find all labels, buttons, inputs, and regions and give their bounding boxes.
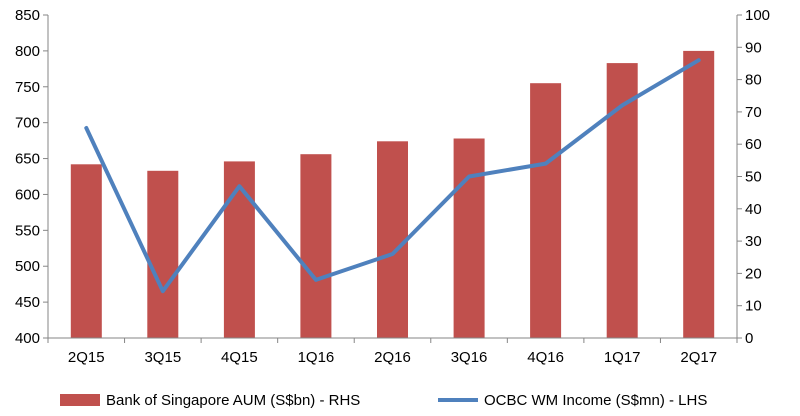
left-tick-label: 650 xyxy=(15,151,40,168)
bar-4Q15 xyxy=(223,161,255,338)
right-tick-label: 70 xyxy=(745,104,762,121)
x-tick-label: 4Q15 xyxy=(221,349,258,366)
bar-3Q15 xyxy=(147,170,179,338)
x-tick-label: 3Q16 xyxy=(451,349,488,366)
legend-bar-swatch xyxy=(60,394,100,406)
left-tick-label: 600 xyxy=(15,186,40,203)
legend-bar-label: Bank of Singapore AUM (S$bn) - RHS xyxy=(106,392,360,409)
right-tick-label: 50 xyxy=(745,169,762,186)
bar-series xyxy=(70,50,715,339)
right-tick-label: 100 xyxy=(745,7,770,24)
left-tick-label: 500 xyxy=(15,258,40,275)
line-ocbc-wm-income xyxy=(84,58,701,294)
right-tick-label: 80 xyxy=(745,72,762,89)
bar-2Q15 xyxy=(70,164,102,338)
x-tick-label: 2Q15 xyxy=(68,349,105,366)
x-tick-label: 1Q16 xyxy=(298,349,335,366)
right-tick-label: 0 xyxy=(745,330,753,347)
bar-3Q16 xyxy=(453,138,485,338)
x-tick-label: 1Q17 xyxy=(604,349,641,366)
bar-4Q16 xyxy=(530,83,562,338)
bar-2Q17 xyxy=(683,50,715,339)
right-tick-label: 60 xyxy=(745,136,762,153)
right-tick-label: 20 xyxy=(745,265,762,282)
right-tick-label: 40 xyxy=(745,201,762,218)
x-tick-label: 3Q15 xyxy=(144,349,181,366)
right-tick-label: 10 xyxy=(745,298,762,315)
legend-line-label: OCBC WM Income (S$mn) - LHS xyxy=(484,392,707,409)
bar-2Q16 xyxy=(377,141,408,338)
legend: Bank of Singapore AUM (S$bn) - RHS OCBC W… xyxy=(60,392,707,409)
axes: 400 450 500 550 600 650 700 750 800 850 0 10 20 30 40 5… xyxy=(15,7,770,366)
left-tick-label: 850 xyxy=(15,7,40,24)
left-tick-label: 700 xyxy=(15,115,40,132)
left-tick-label: 400 xyxy=(15,330,40,347)
right-tick-label: 30 xyxy=(745,233,762,250)
left-tick-label: 800 xyxy=(15,43,40,60)
left-tick-label: 450 xyxy=(15,294,40,311)
left-tick-label: 750 xyxy=(15,79,40,96)
bar-1Q17 xyxy=(606,63,638,338)
x-tick-label: 2Q16 xyxy=(374,349,411,366)
right-tick-label: 90 xyxy=(745,39,762,56)
left-tick-label: 550 xyxy=(15,222,40,239)
bar-1Q16 xyxy=(300,154,332,338)
x-tick-label: 2Q17 xyxy=(680,349,717,366)
x-tick-label: 4Q16 xyxy=(527,349,564,366)
line-series xyxy=(84,58,701,294)
